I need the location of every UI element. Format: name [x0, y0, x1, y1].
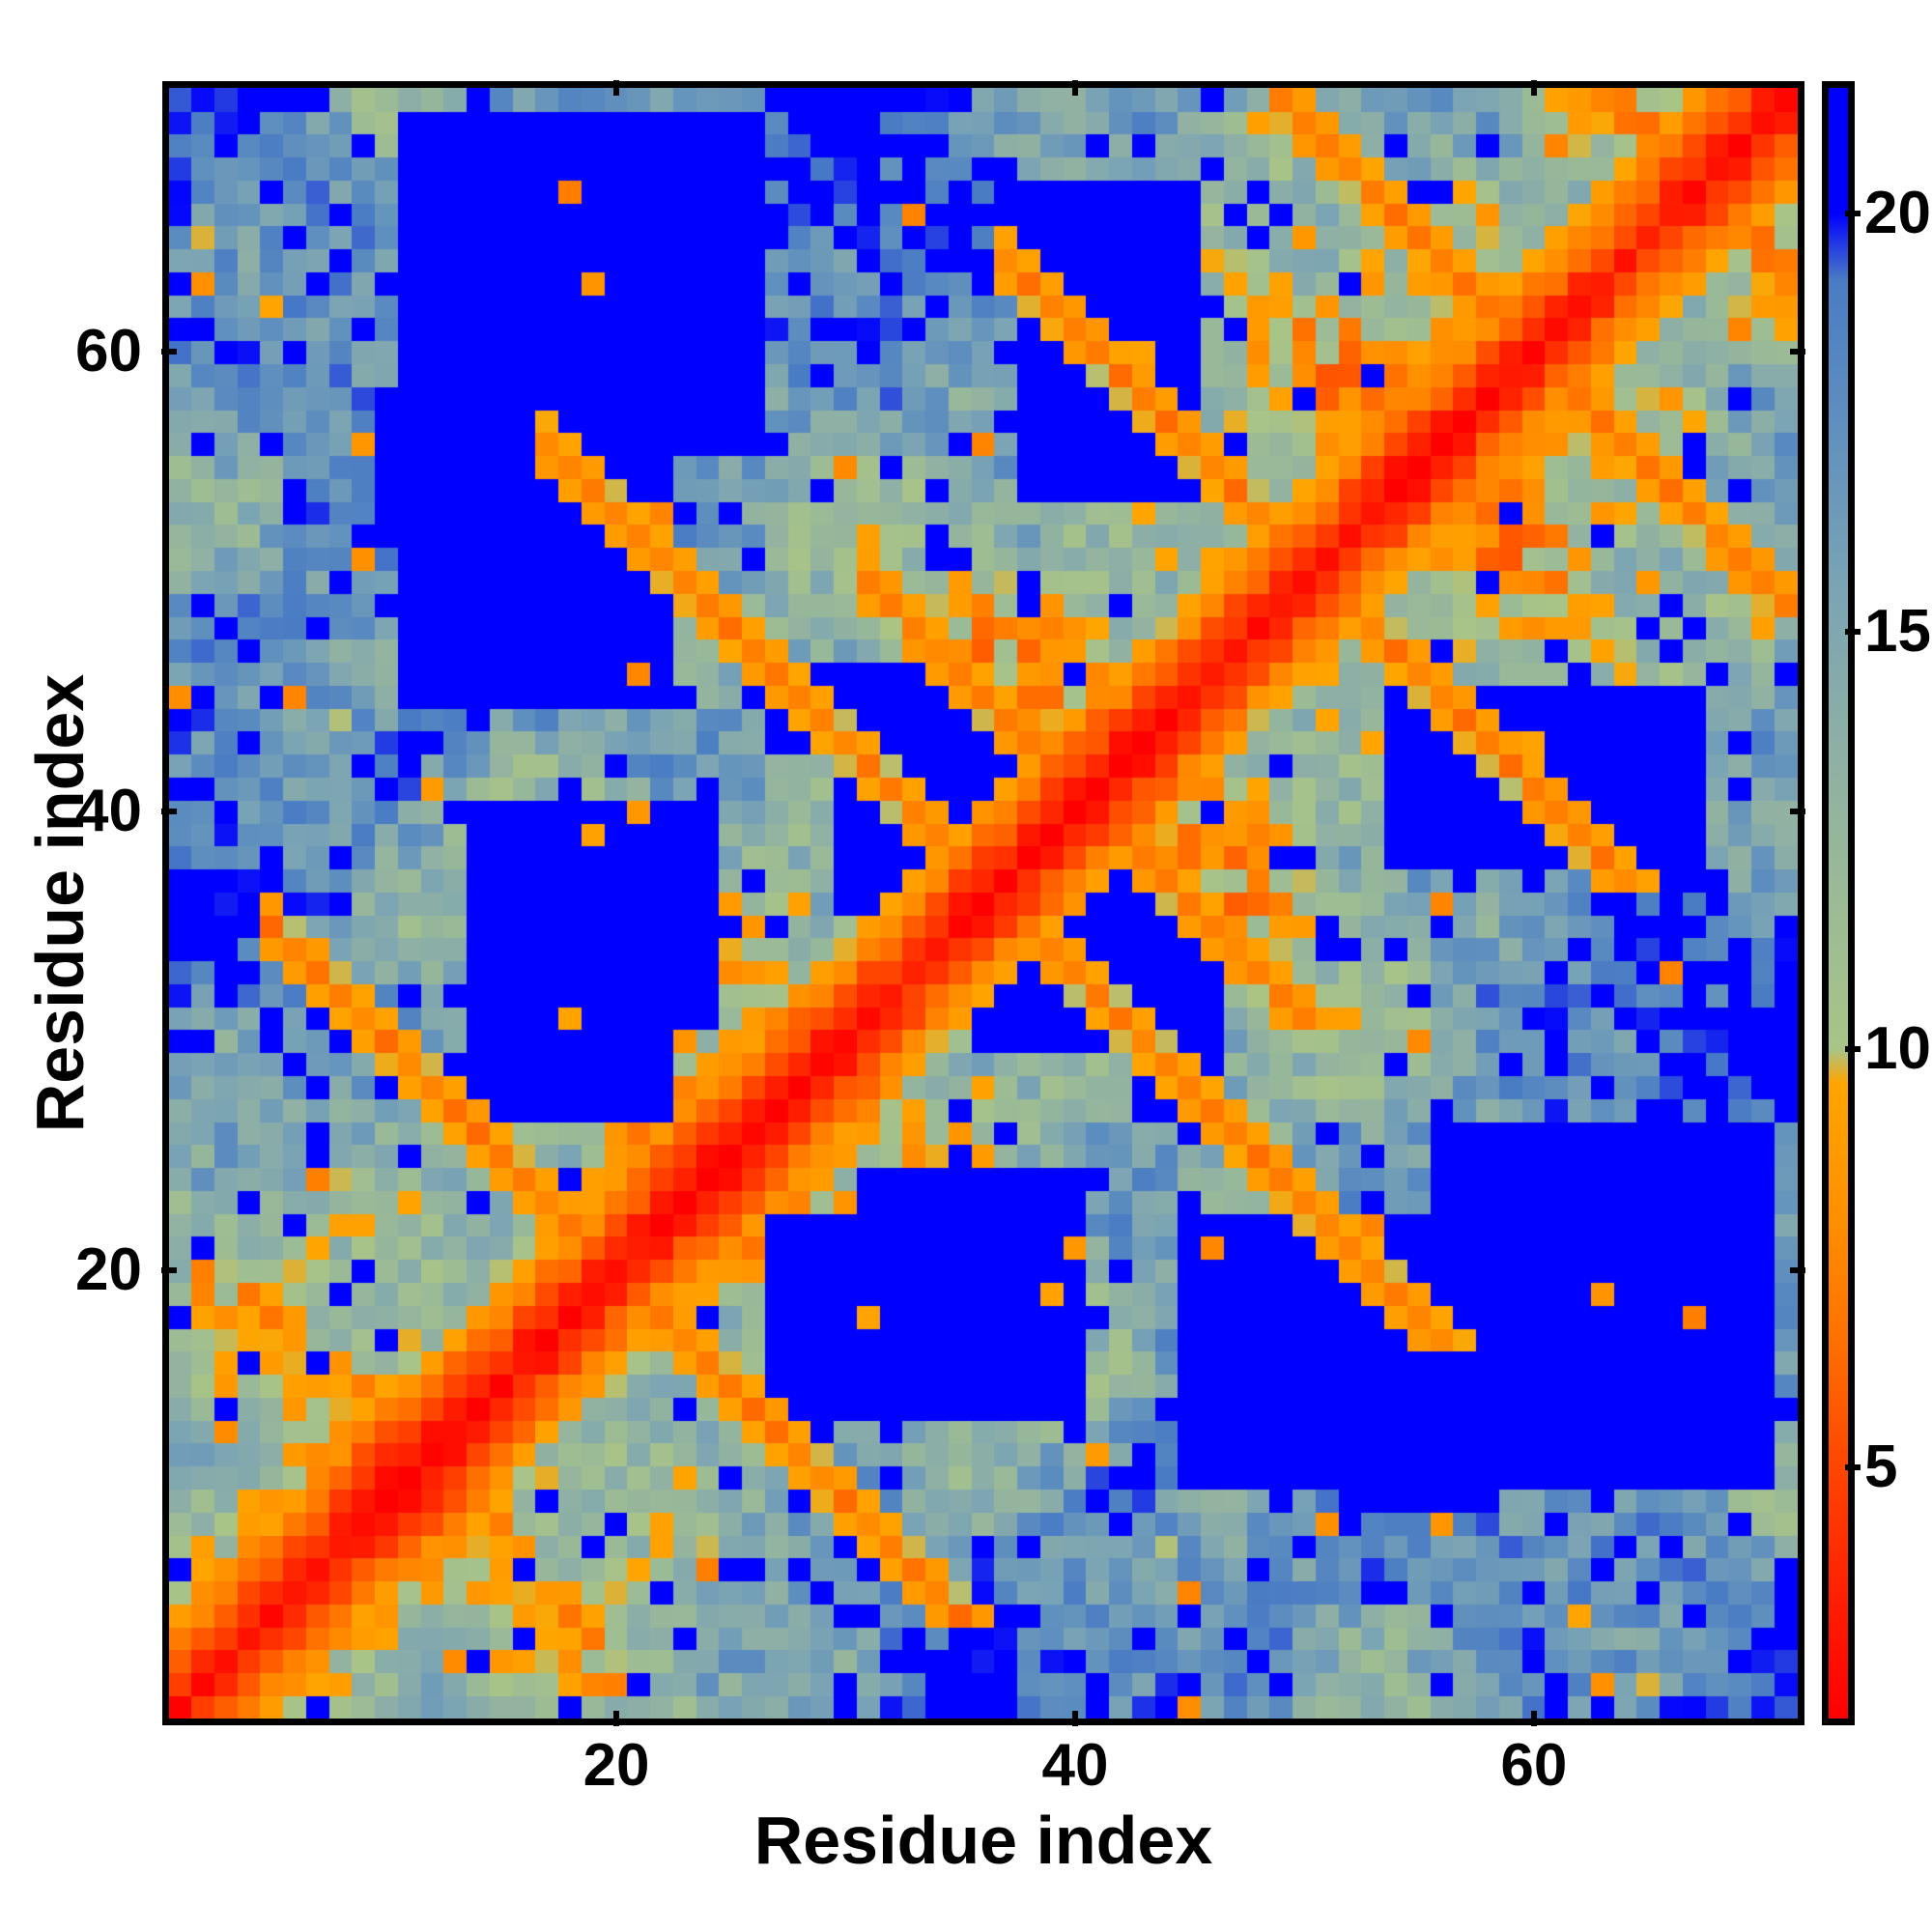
x-tick-mark-top [1530, 80, 1537, 96]
colorbar-tick-mark [1845, 1046, 1861, 1053]
colorbar-gradient [1829, 88, 1848, 1719]
colorbar-tick-label: 5 [1864, 1434, 1898, 1501]
colorbar-tick-label: 20 [1864, 179, 1931, 246]
colorbar-tick-mark [1845, 628, 1861, 635]
heatmap-canvas [169, 88, 1798, 1719]
y-tick-mark-right [1790, 1267, 1805, 1274]
x-tick-label: 60 [1500, 1732, 1568, 1799]
y-tick-label: 40 [75, 777, 142, 844]
colorbar-tick-mark [1845, 1464, 1861, 1471]
y-tick-mark [161, 349, 177, 355]
colorbar-tick-label: 10 [1864, 1015, 1931, 1083]
y-tick-mark-right [1790, 808, 1805, 814]
x-tick-label: 20 [582, 1732, 650, 1799]
y-tick-mark [161, 808, 177, 814]
y-tick-label: 20 [75, 1236, 142, 1304]
x-tick-mark [1530, 1711, 1537, 1726]
x-tick-mark [613, 1711, 620, 1726]
heatmap-plot-area [162, 81, 1804, 1725]
x-axis-title: Residue index [753, 1803, 1213, 1878]
x-tick-label: 40 [1041, 1732, 1109, 1799]
x-tick-mark-top [613, 80, 620, 96]
colorbar-tick-label: 15 [1864, 597, 1931, 665]
colorbar [1822, 81, 1855, 1725]
x-tick-mark [1071, 1711, 1078, 1726]
y-tick-mark [161, 1267, 177, 1274]
y-tick-mark-right [1790, 349, 1805, 355]
y-axis-title: Residue index [22, 673, 98, 1133]
x-tick-mark-top [1071, 80, 1078, 96]
y-tick-label: 60 [75, 318, 142, 385]
colorbar-tick-mark [1845, 210, 1861, 216]
